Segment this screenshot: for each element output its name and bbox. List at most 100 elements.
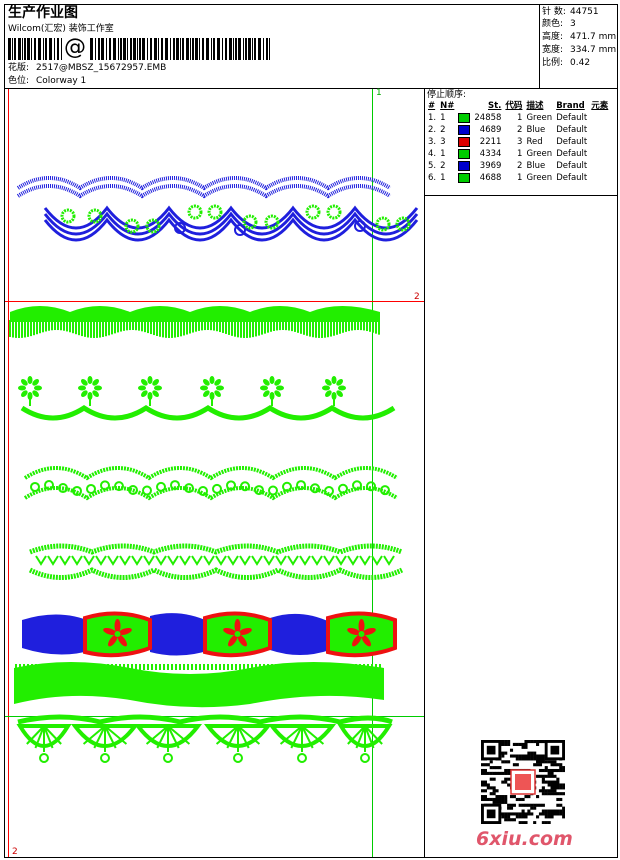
colors-label: 颜色: [542, 19, 564, 29]
lace-zigzag [215, 555, 227, 566]
qr-module [559, 768, 563, 773]
qr-module [547, 812, 551, 816]
stop-stitches: 4334 [479, 149, 502, 159]
col-swatch [456, 100, 472, 112]
barcode-bar [222, 38, 223, 60]
flower-petal [216, 385, 224, 391]
qr-module [492, 766, 496, 770]
qr-module [486, 797, 490, 802]
stop-needle: 1 [440, 113, 446, 123]
barcode-bar [213, 38, 215, 60]
qr-module [533, 806, 537, 810]
qr-module [495, 797, 499, 802]
barcode-bar [90, 38, 93, 60]
green-ring [187, 204, 203, 220]
side-panel-divider [424, 88, 425, 858]
shell-rib [301, 725, 314, 749]
qr-module [509, 754, 514, 758]
qr-module [536, 740, 540, 744]
qr-module [518, 803, 522, 807]
qr-module [550, 760, 554, 764]
qr-module [556, 780, 560, 784]
stop-code: 1 [517, 149, 523, 159]
green-dot-ring [366, 481, 376, 492]
lace-zigzag [35, 555, 47, 566]
lace-zigzag [371, 555, 383, 566]
qr-module [507, 760, 511, 764]
blue-scallop-bottom [43, 211, 419, 236]
qr-module [527, 740, 531, 744]
qr-module [495, 789, 499, 793]
shell-rib [355, 725, 366, 749]
guide-line-mid [5, 301, 424, 302]
lace-bottom [28, 567, 404, 580]
flower-petal [274, 379, 281, 386]
lace-zigzag [131, 555, 143, 566]
shell-rib [104, 725, 117, 749]
flower-petal [147, 376, 153, 384]
qr-module [556, 809, 560, 813]
shell-rib [167, 725, 180, 749]
lace-zigzag [323, 555, 335, 566]
blue-segment [150, 613, 210, 656]
shell-top-line [17, 714, 393, 725]
green-dot-ring [86, 483, 96, 494]
shell-rib [43, 725, 62, 745]
green-dot-ring [30, 481, 40, 492]
barcode-bar [180, 38, 181, 60]
shell-fan [16, 724, 72, 748]
flower-petal [18, 385, 26, 391]
qr-module [515, 754, 519, 758]
lace-zigzag [227, 555, 239, 566]
qr-module [536, 763, 540, 767]
stop-code: 2 [517, 161, 523, 171]
qr-module [495, 766, 499, 770]
stop-swatch [456, 112, 472, 124]
qr-module [541, 789, 545, 793]
red-petal [358, 619, 365, 633]
qr-module [562, 815, 565, 819]
flower-petal [322, 385, 330, 391]
stop-row: 3. 3 2211 3 Red Default [426, 136, 610, 148]
barcode-bar [14, 38, 16, 60]
barcode-bar [118, 38, 119, 60]
qr-module [541, 760, 545, 764]
blue-segment [270, 613, 330, 655]
red-petal [117, 634, 127, 647]
red-petal [114, 619, 121, 633]
qr-module [541, 821, 545, 824]
qr-module [538, 774, 543, 778]
flower-petal [331, 376, 337, 384]
red-petal [237, 634, 247, 647]
stitches-label: 针 数: [542, 7, 566, 17]
qr-module [547, 768, 551, 773]
qr-module [538, 763, 543, 767]
qr-module [544, 766, 548, 770]
qr-module [501, 812, 505, 816]
qr-module [518, 812, 522, 816]
flower-petal [336, 379, 343, 386]
qr-module [515, 812, 519, 816]
green-dot-ring [352, 480, 362, 491]
qr-module [559, 763, 563, 767]
qr-module [562, 812, 565, 816]
qr-module [483, 789, 487, 793]
barcode-bar [113, 38, 116, 60]
qr-module [550, 815, 554, 819]
qr-module [483, 763, 487, 767]
stop-element [589, 136, 610, 148]
qr-module [509, 812, 514, 816]
stop-code: 1 [517, 113, 523, 123]
color-swatch [458, 124, 471, 135]
green-dot-ring [380, 485, 390, 496]
qr-module [550, 786, 554, 790]
shell-bead [163, 753, 173, 763]
qr-module [556, 812, 560, 816]
green-ring [326, 204, 342, 220]
shell-rib [82, 725, 106, 745]
qr-module [547, 774, 551, 778]
qr-module [515, 757, 519, 761]
green-ring [375, 216, 391, 232]
barcode-bar [12, 38, 13, 60]
flower-petal [94, 385, 102, 391]
